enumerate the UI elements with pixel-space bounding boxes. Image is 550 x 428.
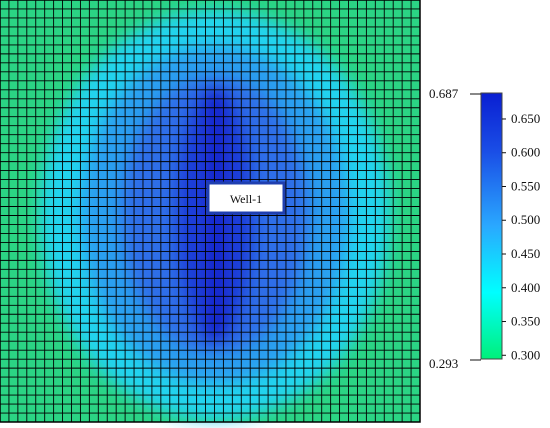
well-label: Well-1	[230, 192, 262, 206]
color-bar-tick-label: 0.500	[511, 212, 540, 227]
well-label-frame	[206, 181, 286, 215]
color-bar-tick-label: 0.600	[511, 145, 540, 160]
color-bar-tick-label: 0.300	[511, 347, 540, 362]
map-field	[0, 0, 421, 423]
color-bar-tick-label: 0.400	[511, 280, 540, 295]
color-bar-gradient	[480, 92, 503, 360]
color-bar-tick-label: 0.550	[511, 178, 540, 193]
color-bar-min-label: 0.293	[429, 356, 458, 371]
grid-lines	[0, 0, 420, 422]
color-bar: 0.687 0.293 0.650 0.600 0.550 0.500 0.450 0.4…	[429, 86, 540, 371]
color-bar-tick-label: 0.350	[511, 314, 540, 329]
well-core-zone	[209, 90, 223, 340]
color-bar-tick-label: 0.650	[511, 111, 540, 126]
color-bar-tick-label: 0.450	[511, 246, 540, 261]
color-bar-max-label: 0.687	[429, 86, 459, 101]
map-border	[0, 0, 421, 423]
color-bar-ticks: 0.650 0.600 0.550 0.500 0.450 0.400 0.350 0.300	[502, 111, 540, 362]
well-marker: Well-1	[206, 181, 286, 215]
